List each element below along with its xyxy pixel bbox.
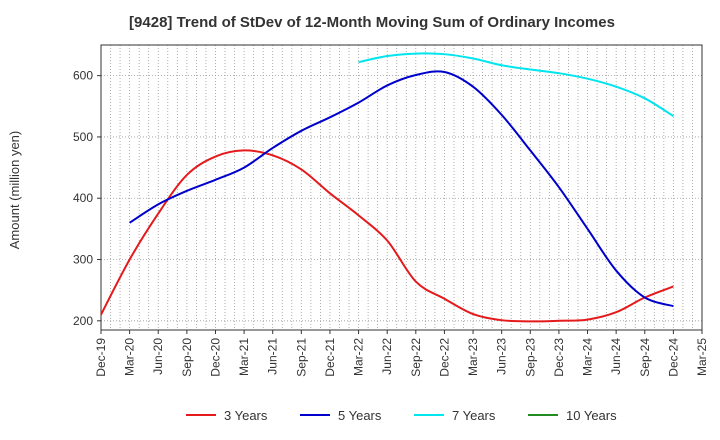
legend: 3 Years 5 Years 7 Years 10 Years [186,408,617,423]
legend-label-10-years: 10 Years [566,408,617,423]
x-tick-label: Jun-23 [495,338,509,375]
y-tick-label: 400 [73,191,93,205]
y-axis-label: Amount (million yen) [7,131,22,250]
x-tick-label: Dec-22 [437,338,451,377]
x-tick-label: Mar-25 [695,338,709,376]
x-tick-label: Sep-20 [180,338,194,377]
x-tick-label: Jun-21 [266,338,280,375]
x-tick-label: Jun-24 [609,338,623,375]
y-tick-label: 300 [73,253,93,267]
legend-label-7-years: 7 Years [452,408,496,423]
x-tick-label: Mar-23 [466,338,480,376]
x-tick-label: Jun-20 [151,338,165,375]
x-tick-label: Mar-22 [352,338,366,376]
y-tick-label: 500 [73,130,93,144]
x-tick-label: Dec-20 [208,338,222,377]
x-tick-label: Mar-24 [581,338,595,376]
chart-title: [9428] Trend of StDev of 12-Month Moving… [129,14,615,31]
x-tick-label: Jun-22 [380,338,394,375]
series-line-7-years [358,52,674,117]
x-tick-label: Dec-23 [552,338,566,377]
x-tick-label: Sep-21 [294,338,308,377]
y-tick-label: 600 [73,69,93,83]
x-tick-label: Dec-19 [94,338,108,377]
plot-area: 200 300 400 500 600 Dec-19 Mar-20 Jun-20 Sep-20 D… [73,44,709,377]
x-tick-label: Sep-23 [523,338,537,377]
x-tick-label: Sep-22 [409,338,423,377]
plot-frame [100,44,703,331]
x-tick-label: Mar-20 [123,338,137,376]
x-tick-label: Sep-24 [638,338,652,377]
series-line-3-years [100,149,674,323]
series-line-5-years [129,70,674,308]
x-tick-label: Mar-21 [237,338,251,376]
x-tick-label: Dec-21 [323,338,337,377]
y-tick-label: 200 [73,314,93,328]
x-tick-label: Dec-24 [666,338,680,377]
legend-label-5-years: 5 Years [338,408,382,423]
legend-label-3-years: 3 Years [224,408,268,423]
